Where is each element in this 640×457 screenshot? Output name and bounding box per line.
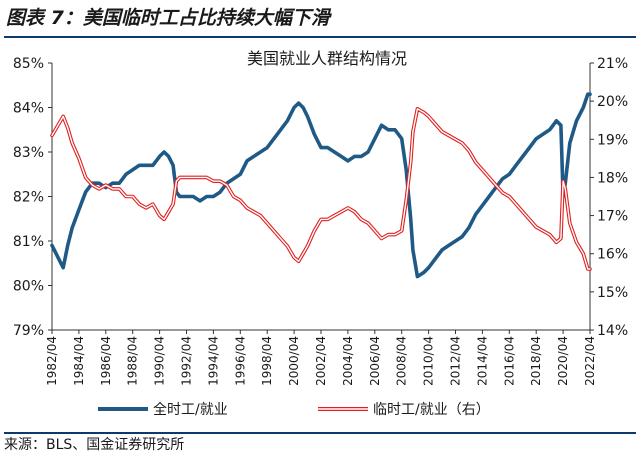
x-tick-label: 2008/04: [395, 336, 409, 386]
x-tick-label: 1982/04: [45, 336, 59, 386]
y-right-tick-label: 20%: [597, 94, 628, 110]
source-rule: [4, 432, 636, 434]
x-tick-label: 1992/04: [180, 336, 194, 386]
x-tick-label: 1988/04: [126, 336, 140, 386]
y-left-tick-label: 85%: [13, 56, 44, 72]
legend-label-part-time: 临时工/就业（右）: [373, 402, 490, 418]
x-tick-label: 1984/04: [72, 336, 86, 386]
y-left-tick-label: 81%: [13, 234, 44, 250]
y-right-tick-label: 14%: [597, 323, 628, 339]
y-right-tick-label: 21%: [597, 56, 628, 72]
legend: 全时工/就业 临时工/就业（右）: [98, 401, 490, 418]
x-tick-label: 2000/04: [287, 336, 301, 386]
x-tick-label: 1996/04: [233, 336, 247, 386]
x-tick-label: 2010/04: [422, 336, 436, 386]
x-tick-label: 1998/04: [260, 336, 274, 386]
title-rule: [4, 36, 636, 38]
y-left-tick-label: 79%: [13, 323, 44, 339]
legend-label-full-time: 全时工/就业: [153, 401, 228, 418]
x-tick-label: 2018/04: [529, 336, 543, 386]
y-left-tick-label: 84%: [13, 101, 44, 117]
y-right-tick-label: 16%: [597, 247, 628, 263]
x-tick-label: 2022/04: [583, 336, 597, 386]
x-tick-label: 1990/04: [153, 336, 167, 386]
y-left-axis: 79% 80% 81% 82% 83% 84% 85%: [13, 56, 52, 339]
x-tick-label: 2004/04: [341, 336, 355, 386]
x-tick-label: 2020/04: [556, 336, 570, 386]
x-axis: 1982/04 1984/04 1986/04 1988/04 1990/04 1992/…: [45, 330, 597, 386]
x-tick-label: 2002/04: [314, 336, 328, 386]
x-tick-label: 2012/04: [449, 336, 463, 386]
series-lines: [50, 92, 592, 279]
figure-title: 图表 7：美国临时工占比持续大幅下滑: [6, 7, 330, 29]
y-right-axis: 14% 15% 16% 17% 18% 19% 20% 21%: [590, 56, 628, 339]
y-left-tick-label: 80%: [13, 279, 44, 295]
y-right-tick-label: 17%: [597, 209, 628, 225]
series-line-part-time-outline: [50, 107, 592, 271]
chart-title: 美国就业人群结构情况: [247, 49, 407, 68]
x-tick-label: 2006/04: [368, 336, 382, 386]
series-line-full-time: [50, 92, 592, 279]
y-left-tick-label: 82%: [13, 190, 44, 206]
x-tick-label: 1994/04: [206, 336, 220, 386]
x-tick-label: 2016/04: [502, 336, 516, 386]
x-tick-label: 1986/04: [99, 336, 113, 386]
source-note: 来源：BLS、国金证券研究所: [4, 437, 185, 453]
y-left-tick-label: 83%: [13, 145, 44, 161]
y-right-tick-label: 15%: [597, 285, 628, 301]
y-right-tick-label: 18%: [597, 170, 628, 186]
series-line-part-time-core: [51, 108, 591, 270]
y-right-tick-label: 19%: [597, 132, 628, 148]
x-tick-label: 2014/04: [475, 336, 489, 386]
